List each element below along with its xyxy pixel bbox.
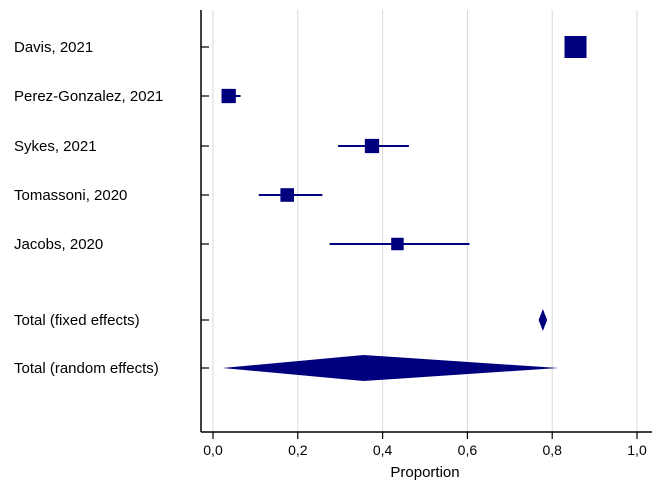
x-axis-ticks: 0,0 0,2 0,4 0,6 0,8 1,0 [203, 432, 647, 458]
study-label: Perez-Gonzalez, 2021 [14, 88, 163, 105]
axes [200, 10, 652, 433]
grid-lines [212, 10, 638, 432]
study-label: Davis, 2021 [14, 39, 93, 56]
x-axis-title: Proportion [390, 464, 459, 481]
x-tick-label: 0,4 [373, 442, 393, 458]
pooled-diamond [222, 355, 559, 381]
forest-marks [221, 36, 587, 381]
x-tick-label: 0,0 [203, 442, 223, 458]
x-tick-label: 0,2 [288, 442, 308, 458]
study-marker [221, 88, 236, 104]
study-label: Tomassoni, 2020 [14, 187, 127, 204]
study-marker [391, 237, 404, 251]
study-marker [364, 138, 380, 154]
pooled-diamond [538, 309, 548, 331]
study-label: Jacobs, 2020 [14, 236, 103, 253]
total-label: Total (random effects) [14, 360, 159, 377]
total-label: Total (fixed effects) [14, 312, 140, 329]
study-label: Sykes, 2021 [14, 138, 97, 155]
x-tick-label: 0,8 [542, 442, 562, 458]
y-axis-ticks [201, 46, 209, 369]
study-marker [280, 188, 294, 202]
x-tick-label: 0,6 [458, 442, 478, 458]
study-marker [564, 36, 587, 58]
row-labels: Davis, 2021 Perez-Gonzalez, 2021 Sykes, 20… [14, 39, 163, 377]
x-tick-label: 1,0 [627, 442, 647, 458]
